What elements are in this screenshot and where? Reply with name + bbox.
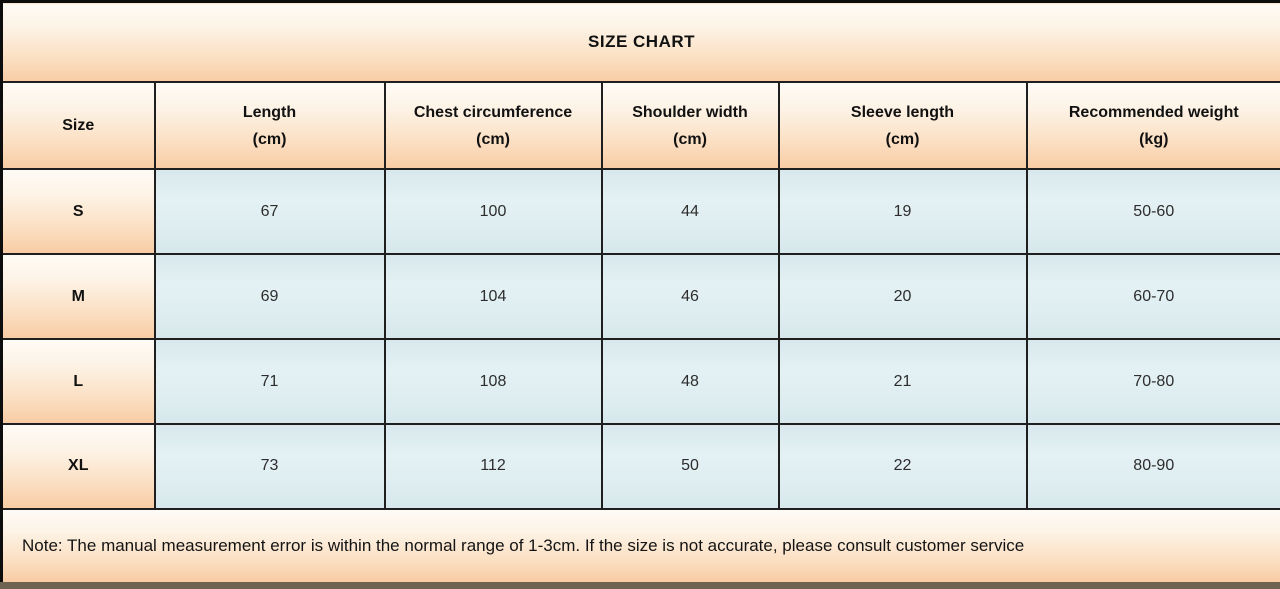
measurement-note: Note: The manual measurement error is wi… — [0, 507, 1280, 587]
length-cell: 71 — [153, 338, 386, 425]
sleeve-cell: 20 — [777, 253, 1028, 341]
sleeve-cell: 22 — [777, 422, 1028, 510]
size-cell: XL — [0, 422, 156, 510]
column-header-unit: (cm) — [476, 130, 510, 148]
column-header-label: Shoulder width — [632, 103, 748, 121]
column-header-size: Size — [0, 81, 156, 171]
chest-cell: 112 — [383, 422, 603, 510]
length-cell: 67 — [153, 168, 386, 256]
column-header-label: Chest circumference — [413, 103, 573, 121]
table-row-s: S 67 100 44 19 50-60 — [0, 168, 1280, 256]
column-header-label: Recommended weight — [1068, 103, 1239, 121]
sleeve-cell: 21 — [777, 338, 1028, 425]
weight-cell: 60-70 — [1025, 253, 1280, 341]
column-header-label: Sleeve length — [850, 103, 955, 121]
note-row: Note: The manual measurement error is wi… — [0, 507, 1280, 587]
column-header-unit: (cm) — [885, 130, 920, 148]
title-row: SIZE CHART — [0, 0, 1280, 84]
column-header-unit: (kg) — [1139, 130, 1169, 148]
size-cell: M — [0, 253, 156, 341]
shoulder-cell: 50 — [600, 422, 780, 510]
size-cell: L — [0, 338, 156, 425]
weight-cell: 80-90 — [1025, 422, 1280, 510]
chest-cell: 100 — [383, 168, 603, 256]
column-header-unit: (cm) — [673, 130, 707, 148]
chest-cell: 104 — [383, 253, 603, 341]
column-header-length: Length (cm) — [153, 81, 386, 171]
chest-cell: 108 — [383, 338, 603, 425]
column-header-recommended-weight: Recommended weight (kg) — [1025, 81, 1280, 171]
weight-cell: 50-60 — [1025, 168, 1280, 256]
column-header-label: Length — [242, 103, 297, 121]
length-cell: 73 — [153, 422, 386, 510]
chart-title: SIZE CHART — [0, 0, 1280, 84]
shoulder-cell: 48 — [600, 338, 780, 425]
column-header-unit: (cm) — [252, 130, 287, 148]
length-cell: 69 — [153, 253, 386, 341]
weight-cell: 70-80 — [1025, 338, 1280, 425]
shoulder-cell: 44 — [600, 168, 780, 256]
table-row-l: L 71 108 48 21 70-80 — [0, 338, 1280, 425]
column-header-shoulder-width: Shoulder width (cm) — [600, 81, 780, 171]
sleeve-cell: 19 — [777, 168, 1028, 256]
table-row-xl: XL 73 112 50 22 80-90 — [0, 422, 1280, 510]
column-header-chest-circumference: Chest circumference (cm) — [383, 81, 603, 171]
size-cell: S — [0, 168, 156, 256]
shoulder-cell: 46 — [600, 253, 780, 341]
table-row-m: M 69 104 46 20 60-70 — [0, 253, 1280, 341]
column-header-label: Size — [62, 117, 95, 135]
column-header-sleeve-length: Sleeve length (cm) — [777, 81, 1028, 171]
header-row: Size Length (cm) Chest circumference (cm… — [0, 81, 1280, 171]
